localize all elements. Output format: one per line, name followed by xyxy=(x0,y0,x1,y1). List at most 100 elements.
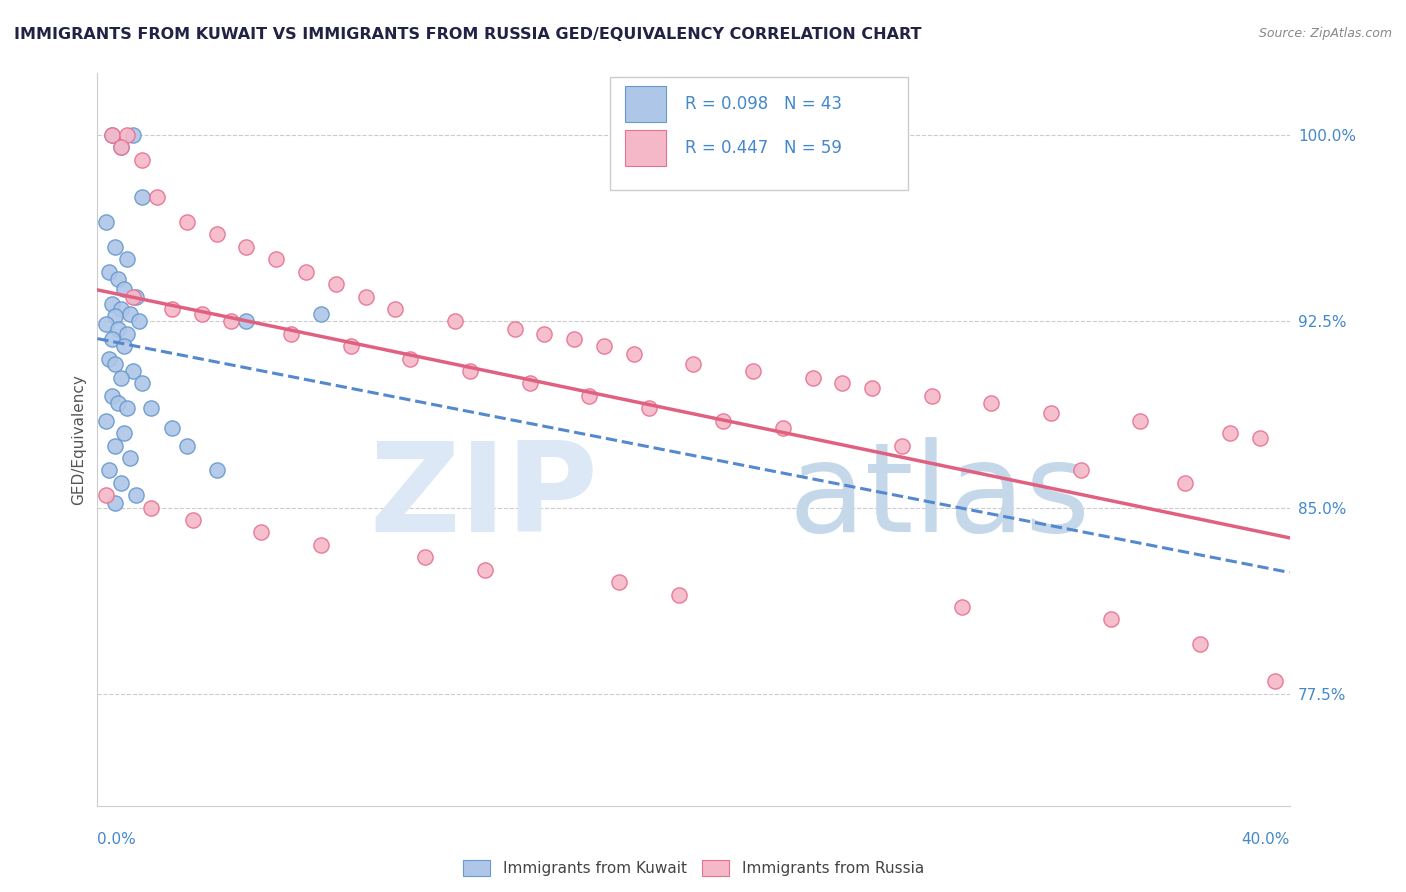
Point xyxy=(101,297,124,311)
Point xyxy=(131,376,153,391)
Point xyxy=(309,307,332,321)
Point xyxy=(921,389,943,403)
FancyBboxPatch shape xyxy=(626,87,666,122)
Point xyxy=(110,140,132,154)
Point xyxy=(122,128,145,142)
Point xyxy=(593,339,616,353)
Point xyxy=(146,190,169,204)
Point xyxy=(96,215,118,229)
Point xyxy=(682,357,704,371)
Point xyxy=(120,307,142,321)
Point xyxy=(1070,463,1092,477)
Point xyxy=(950,599,973,614)
Point xyxy=(623,346,645,360)
Point xyxy=(101,128,124,142)
Point xyxy=(122,289,145,303)
Point xyxy=(176,438,198,452)
Point xyxy=(104,438,127,452)
Point xyxy=(295,265,318,279)
Point xyxy=(474,563,496,577)
Point xyxy=(280,326,302,341)
Point xyxy=(131,153,153,167)
Point xyxy=(503,322,526,336)
Point xyxy=(107,322,129,336)
Point xyxy=(110,371,132,385)
Point xyxy=(264,252,287,267)
Point xyxy=(139,500,162,515)
Point xyxy=(1040,406,1063,420)
Point xyxy=(104,240,127,254)
Text: 40.0%: 40.0% xyxy=(1241,832,1289,847)
Point xyxy=(125,289,148,303)
Point xyxy=(1264,674,1286,689)
Point xyxy=(831,376,853,391)
Point xyxy=(115,401,138,416)
Point xyxy=(668,588,690,602)
Point xyxy=(309,538,332,552)
Y-axis label: GED/Equivalency: GED/Equivalency xyxy=(72,374,86,505)
Point xyxy=(354,289,377,303)
Text: IMMIGRANTS FROM KUWAIT VS IMMIGRANTS FROM RUSSIA GED/EQUIVALENCY CORRELATION CHA: IMMIGRANTS FROM KUWAIT VS IMMIGRANTS FRO… xyxy=(14,27,921,42)
FancyBboxPatch shape xyxy=(626,130,666,166)
Point xyxy=(444,314,467,328)
Point xyxy=(384,301,406,316)
Point xyxy=(181,513,204,527)
Point xyxy=(1174,475,1197,490)
Point xyxy=(339,339,361,353)
Point xyxy=(891,438,914,452)
Point xyxy=(98,351,121,366)
Point xyxy=(112,339,135,353)
Point xyxy=(101,128,124,142)
Point xyxy=(205,227,228,242)
Point xyxy=(104,357,127,371)
Text: Source: ZipAtlas.com: Source: ZipAtlas.com xyxy=(1258,27,1392,40)
Text: ZIP: ZIP xyxy=(370,437,598,558)
Text: R = 0.447   N = 59: R = 0.447 N = 59 xyxy=(685,139,842,157)
Point xyxy=(98,265,121,279)
Point xyxy=(250,525,273,540)
Point xyxy=(160,421,183,435)
Point xyxy=(128,314,150,328)
Text: 0.0%: 0.0% xyxy=(97,832,136,847)
Point xyxy=(96,414,118,428)
Point xyxy=(110,140,132,154)
Point xyxy=(96,488,118,502)
Point xyxy=(115,252,138,267)
Point xyxy=(578,389,600,403)
Point xyxy=(519,376,541,391)
Point xyxy=(125,488,148,502)
Point xyxy=(1099,612,1122,626)
Point xyxy=(101,332,124,346)
Point xyxy=(122,364,145,378)
Point xyxy=(98,463,121,477)
Point xyxy=(325,277,347,291)
Point xyxy=(139,401,162,416)
Point xyxy=(562,332,585,346)
Point xyxy=(115,128,138,142)
Point xyxy=(860,381,883,395)
Point xyxy=(110,301,132,316)
Point xyxy=(413,550,436,565)
Point xyxy=(104,310,127,324)
Point xyxy=(110,475,132,490)
Point xyxy=(221,314,243,328)
Point xyxy=(1249,431,1271,445)
Point xyxy=(160,301,183,316)
Point xyxy=(205,463,228,477)
Text: atlas: atlas xyxy=(789,437,1091,558)
Point xyxy=(637,401,659,416)
Point xyxy=(131,190,153,204)
Point xyxy=(190,307,212,321)
Point xyxy=(112,282,135,296)
Point xyxy=(399,351,422,366)
Point xyxy=(801,371,824,385)
Point xyxy=(772,421,794,435)
Point xyxy=(120,450,142,465)
Point xyxy=(107,396,129,410)
Point xyxy=(96,317,118,331)
Point xyxy=(176,215,198,229)
Point xyxy=(1219,426,1241,441)
Point xyxy=(1129,414,1152,428)
Point xyxy=(458,364,481,378)
Point xyxy=(980,396,1002,410)
